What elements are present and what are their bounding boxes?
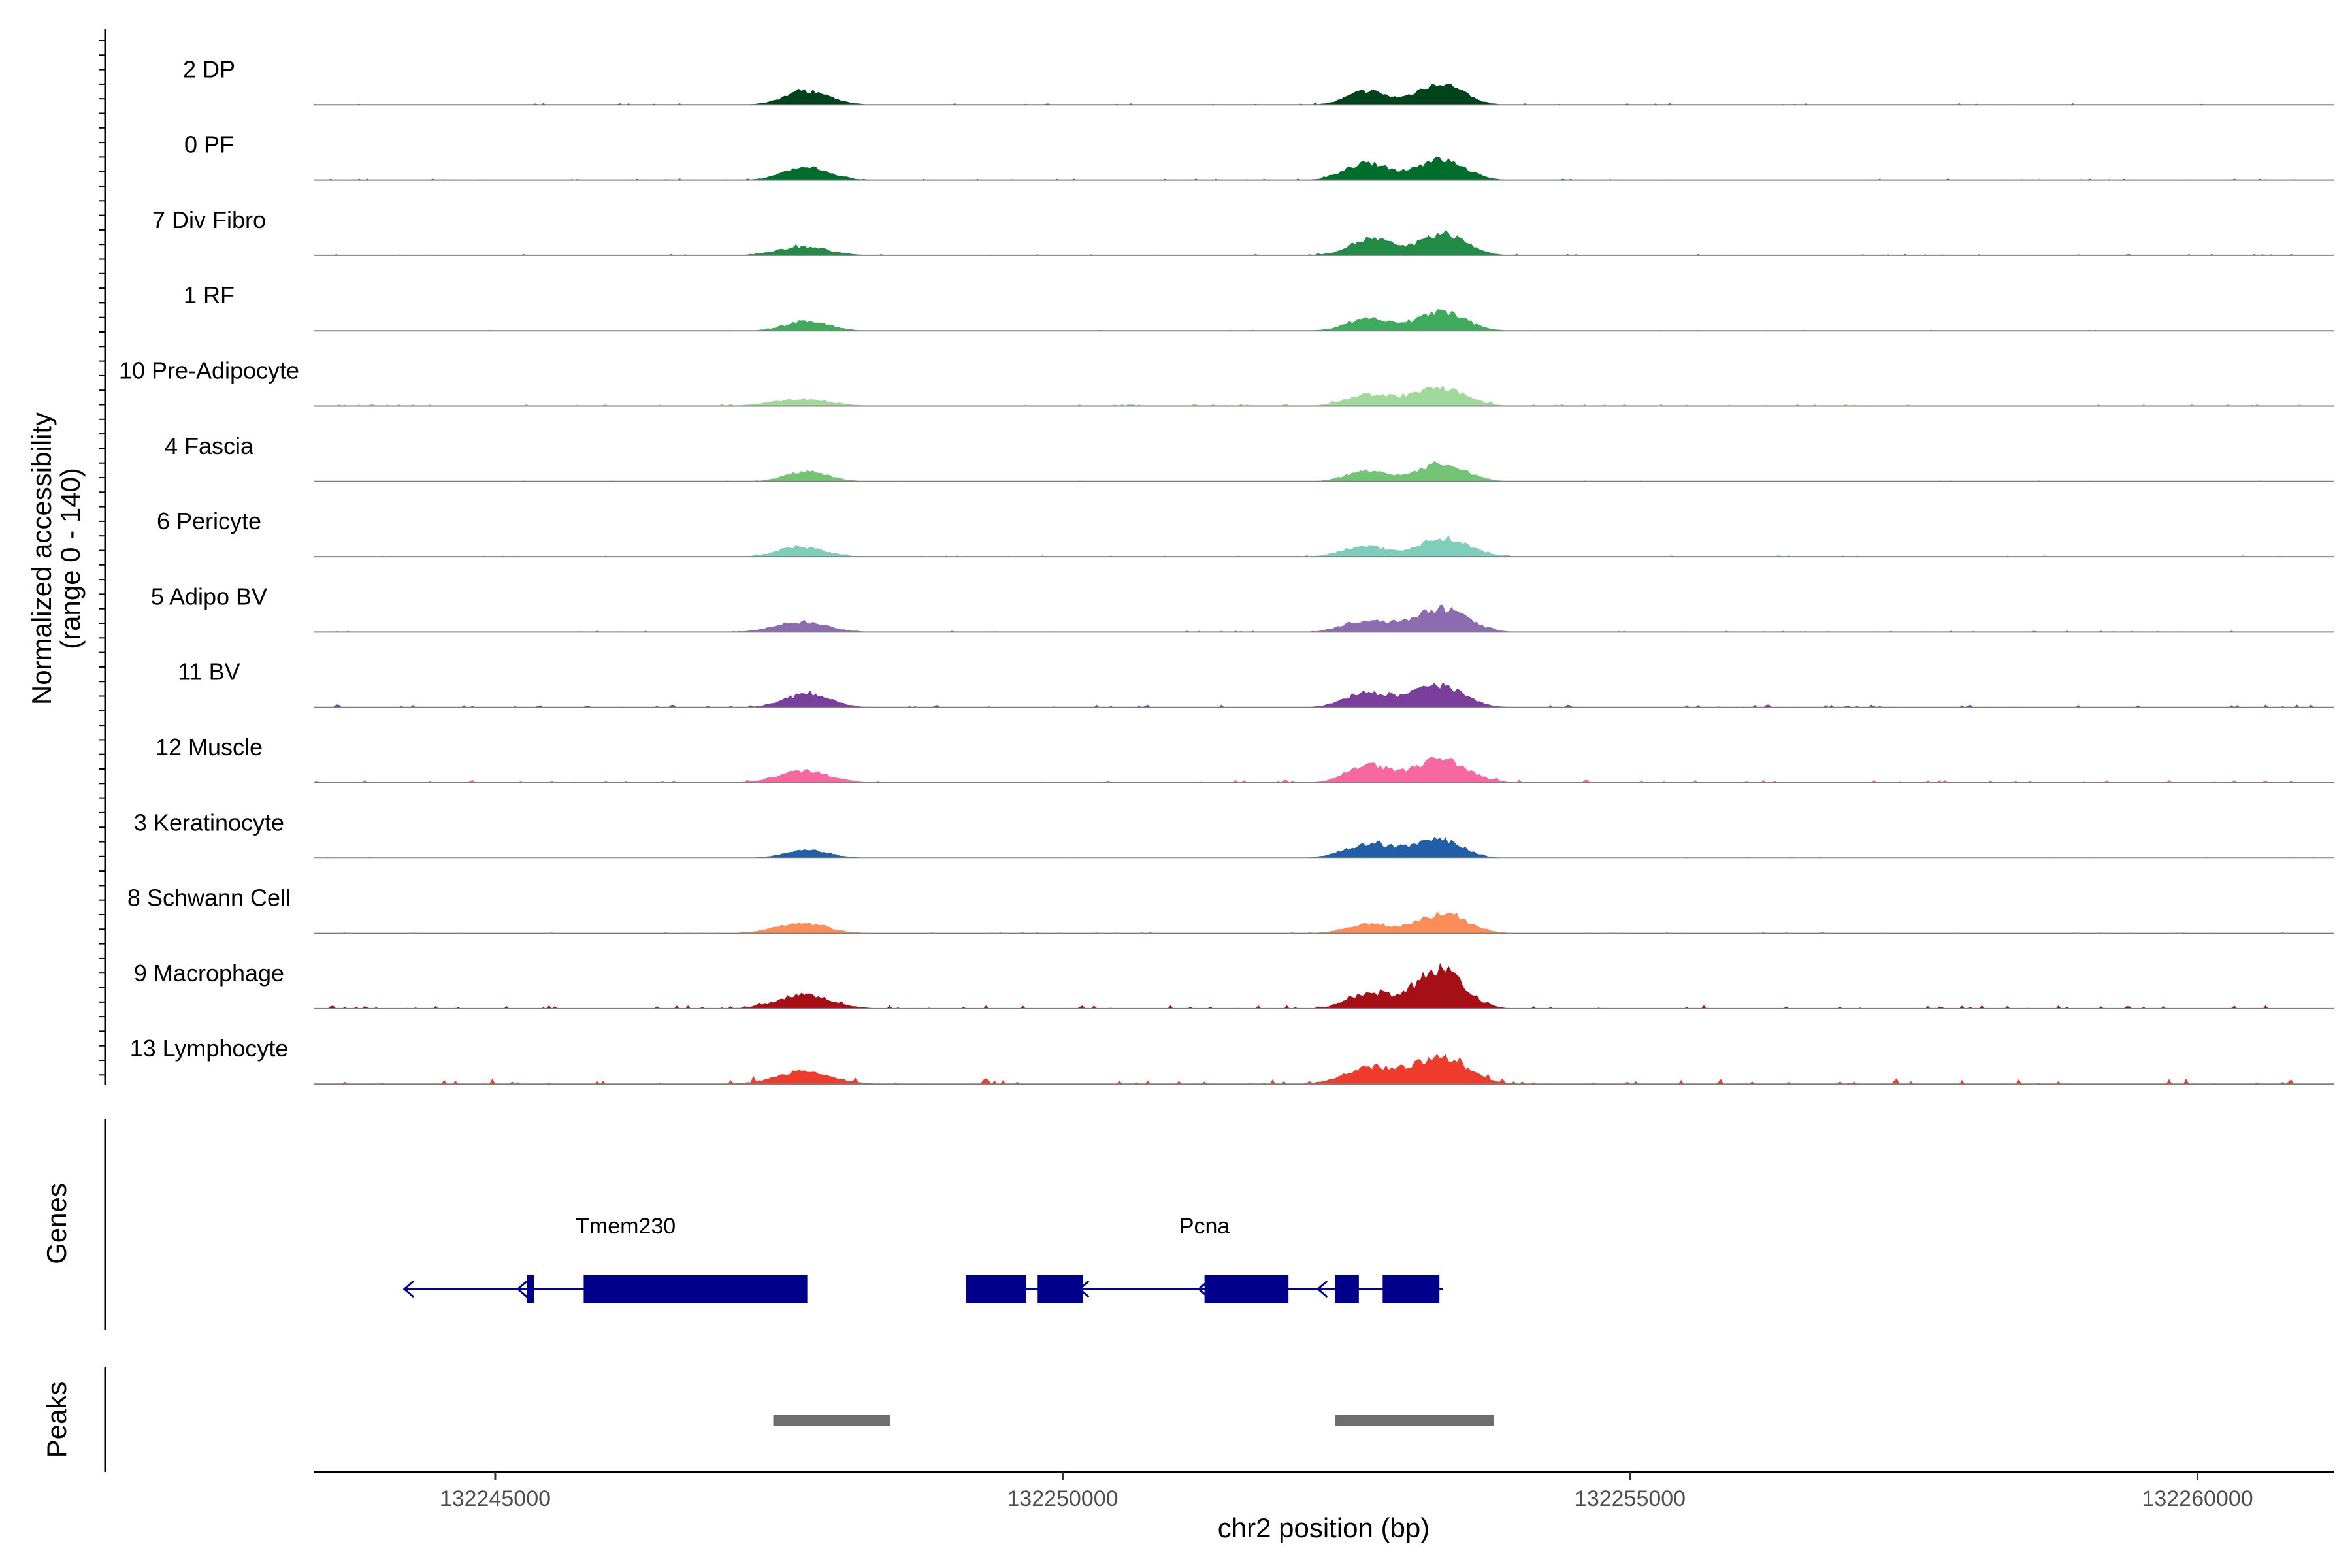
peak-bar — [773, 1415, 890, 1426]
gene-model: Tmem230 — [402, 1214, 808, 1303]
coverage-track: 9 Macrophage — [134, 960, 2334, 1009]
coverage-area — [314, 963, 2334, 1009]
gene-exon — [1037, 1275, 1083, 1303]
track-label: 2 DP — [183, 56, 235, 82]
gene-exon — [527, 1275, 534, 1303]
x-axis-title: chr2 position (bp) — [1218, 1512, 1430, 1543]
track-label: 1 RF — [184, 282, 235, 308]
track-label: 6 Pericyte — [157, 508, 261, 534]
strand-arrow — [1316, 1280, 1328, 1298]
track-label: 12 Muscle — [155, 734, 263, 760]
coverage-track: 13 Lymphocyte — [130, 1035, 2334, 1085]
coverage-track: 12 Muscle — [155, 734, 2334, 783]
gene-exon — [1204, 1275, 1289, 1303]
peak-regions — [773, 1415, 1494, 1426]
coverage-track: 4 Fascia — [165, 433, 2334, 482]
x-tick-label: 132245000 — [440, 1486, 551, 1511]
coverage-area — [314, 757, 2334, 783]
coverage-area — [314, 682, 2334, 708]
track-label: 4 Fascia — [165, 433, 254, 459]
peak-bar — [1335, 1415, 1494, 1426]
gene-model: Pcna — [966, 1214, 1443, 1303]
track-label: 3 Keratinocyte — [134, 809, 284, 836]
coverage-area — [314, 385, 2334, 406]
gene-exon — [1382, 1275, 1440, 1303]
coverage-area — [314, 309, 2334, 331]
gene-name-label: Pcna — [1179, 1214, 1230, 1239]
track-label: 9 Macrophage — [134, 960, 284, 987]
track-label: 5 Adipo BV — [151, 583, 267, 610]
track-label: 10 Pre-Adipocyte — [119, 357, 299, 384]
coverage-track: 1 RF — [184, 282, 2334, 332]
gene-exon — [1335, 1275, 1359, 1303]
coverage-area — [314, 461, 2334, 482]
coverage-area — [314, 535, 2334, 557]
peaks-panel-title: Peaks — [41, 1382, 72, 1458]
gene-exon — [966, 1275, 1026, 1303]
y-axis-title-line2: (range 0 - 140) — [55, 468, 86, 649]
genes-panel-title: Genes — [41, 1183, 72, 1264]
coverage-track: 11 BV — [178, 659, 2334, 708]
coverage-area — [314, 84, 2334, 105]
coverage-track: 0 PF — [184, 131, 2334, 181]
coverage-track: 3 Keratinocyte — [134, 809, 2334, 859]
coverage-track: 7 Div Fibro — [152, 206, 2334, 256]
y-axis-title-line1: Normalized accessibility — [26, 412, 57, 705]
gene-annotations: Tmem230 Pcna — [402, 1214, 1443, 1303]
coverage-track: 2 DP — [183, 56, 2334, 106]
coverage-track: 8 Schwann Cell — [127, 885, 2334, 934]
gene-exon — [583, 1275, 808, 1303]
track-label: 13 Lymphocyte — [130, 1035, 289, 1062]
gene-name-label: Tmem230 — [576, 1214, 676, 1239]
track-label: 0 PF — [184, 131, 234, 158]
coverage-area — [314, 836, 2334, 858]
coverage-track: 10 Pre-Adipocyte — [119, 357, 2334, 407]
strand-arrow — [516, 1280, 528, 1298]
track-label: 11 BV — [178, 659, 240, 685]
track-label: 7 Div Fibro — [152, 206, 266, 233]
coverage-area — [314, 156, 2334, 180]
coverage-area — [314, 911, 2334, 934]
x-tick-label: 132260000 — [2142, 1486, 2253, 1511]
strand-arrow — [402, 1280, 414, 1298]
coverage-area — [314, 1054, 2334, 1085]
track-label: 8 Schwann Cell — [127, 885, 291, 911]
coverage-track: 5 Adipo BV — [151, 583, 2334, 633]
coverage-track: 6 Pericyte — [157, 508, 2334, 558]
y-axis-ticks — [99, 40, 105, 1076]
x-tick-label: 132250000 — [1007, 1486, 1118, 1511]
x-tick-label: 132255000 — [1575, 1486, 1686, 1511]
coverage-area — [314, 604, 2334, 632]
coverage-tracks: 2 DP 0 PF 7 Div Fibro 1 RF 10 Pre-Adipocyte 4… — [119, 56, 2334, 1085]
x-axis-ticks: 132245000 132250000 132255000 132260000 — [440, 1472, 2253, 1511]
coverage-area — [314, 230, 2334, 255]
